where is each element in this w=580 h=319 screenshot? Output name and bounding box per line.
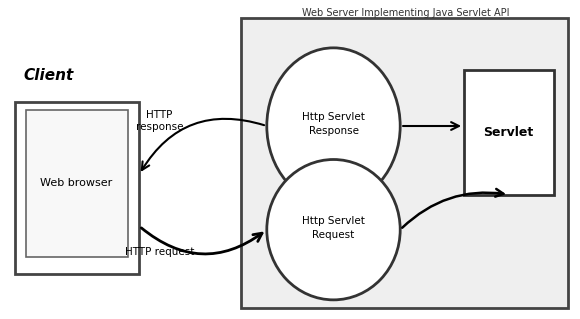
Bar [464,70,554,195]
Bar [14,102,139,274]
Text: HTTP request: HTTP request [125,247,194,257]
Ellipse shape [267,48,400,204]
Text: Servlet: Servlet [484,126,534,139]
Ellipse shape [267,160,400,300]
Text: Web Server Implementing Java Servlet API: Web Server Implementing Java Servlet API [302,8,510,18]
Bar [241,18,568,308]
Text: Client: Client [23,68,74,83]
Text: Web browser: Web browser [41,178,113,189]
Text: Http Servlet
Response: Http Servlet Response [302,112,365,137]
Text: Http Servlet
Request: Http Servlet Request [302,216,365,240]
Text: HTTP
response: HTTP response [136,110,183,132]
Bar [26,110,128,257]
